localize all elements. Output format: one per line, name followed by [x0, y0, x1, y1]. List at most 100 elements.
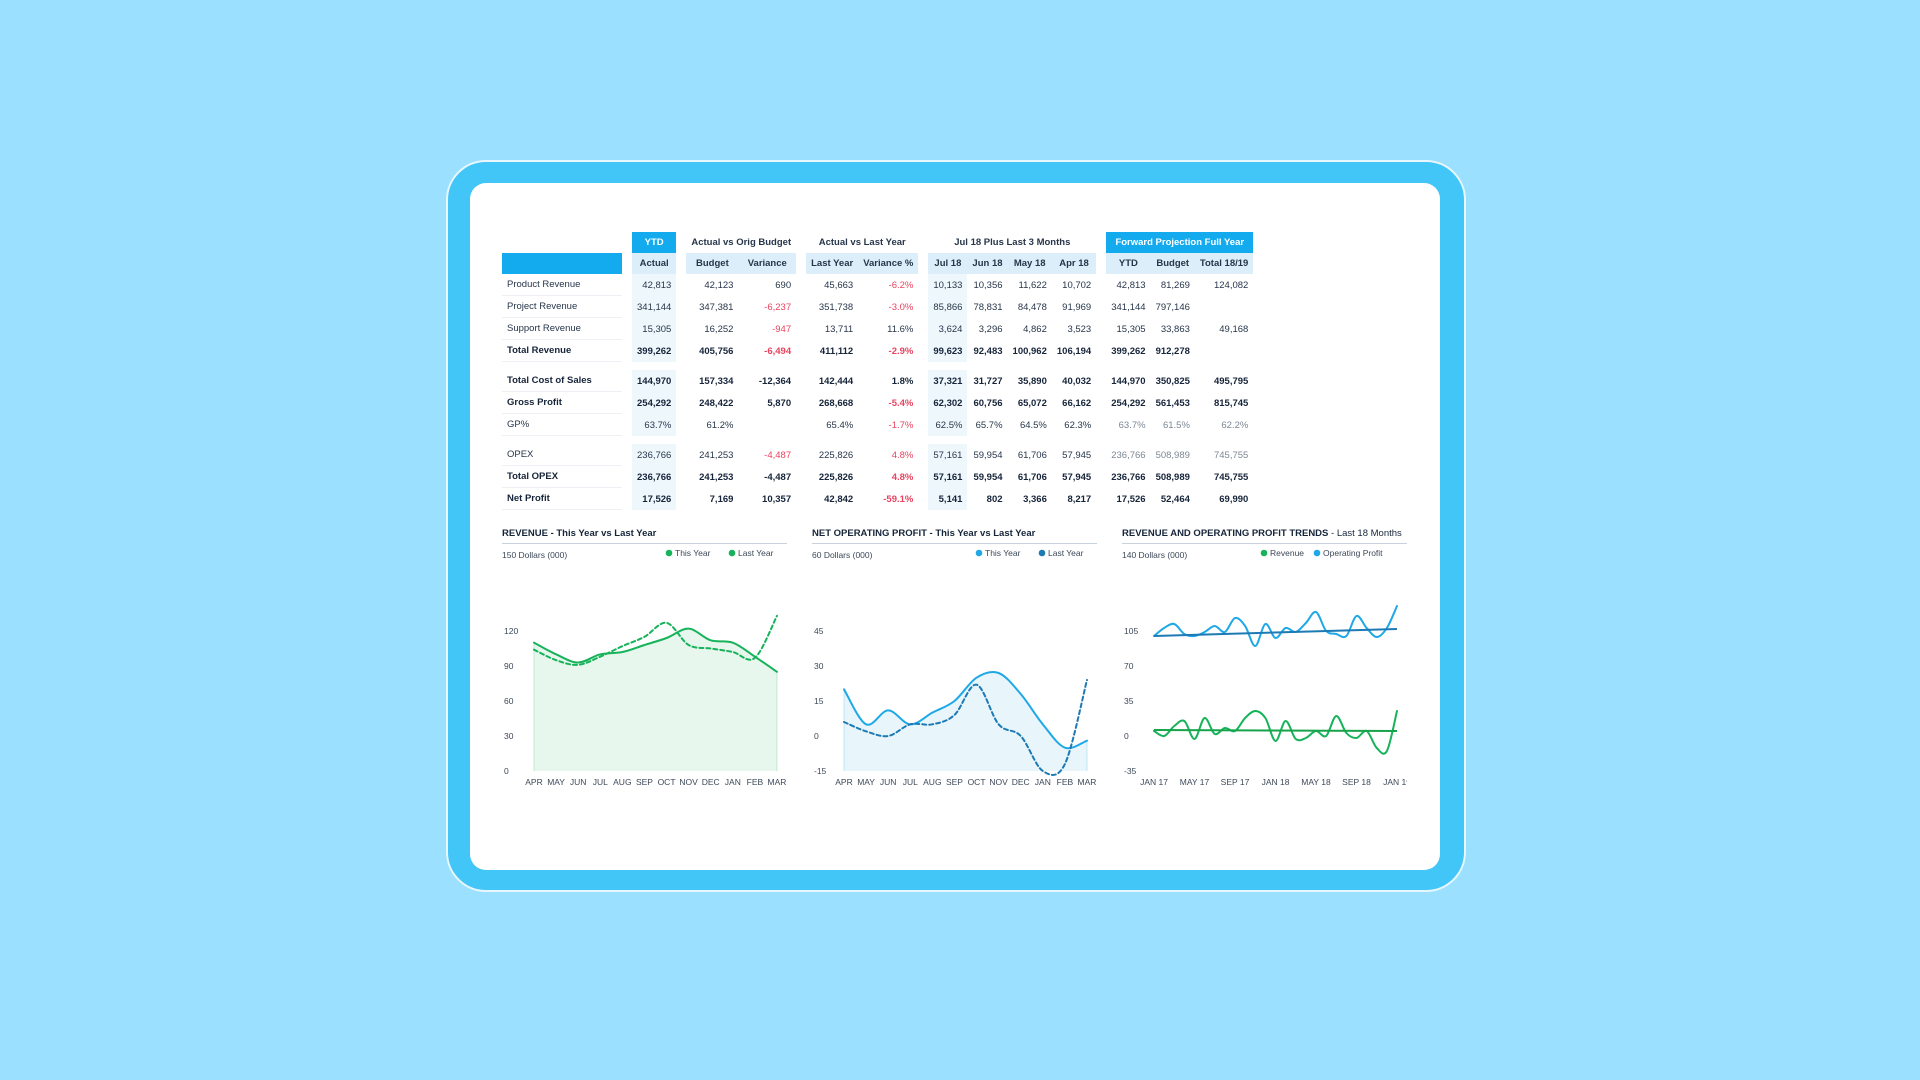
table-cell: 4.8%: [891, 449, 914, 461]
table-cell: 10,357: [762, 493, 792, 505]
table-cell: -4,487: [764, 449, 792, 461]
table-row: OPEX 236,766 241,253 -4,487 225,826 4.8% 57,16…: [502, 444, 1253, 466]
table-cell: 341,144: [632, 296, 677, 318]
table-cell: 60,756: [973, 397, 1003, 409]
legend-marker-operating-profit: [1313, 549, 1321, 557]
row-label: Gross Profit: [502, 392, 622, 414]
table-cell: 15,305: [632, 318, 677, 340]
table-cell: 63.7%: [1118, 419, 1146, 431]
x-tick-label: FEB: [1057, 777, 1074, 787]
table-cell: 61,706: [1017, 449, 1047, 461]
table-cell: 52,464: [1160, 493, 1190, 505]
table-cell: 85,866: [928, 296, 968, 318]
table-row: Gross Profit 254,292 248,422 5,870 268,668 -5…: [502, 392, 1253, 414]
series-line-this-year: [843, 670, 1088, 750]
table-row: Total Revenue 399,262 405,756 -6,494 411,112…: [502, 340, 1253, 362]
y-tick-label: 120: [504, 626, 518, 636]
table-cell: 91,969: [1062, 301, 1092, 313]
table-cell: 142,444: [818, 375, 854, 387]
table-cell: 57,945: [1062, 471, 1092, 483]
table-cell: 399,262: [632, 340, 677, 362]
trends-chart-svg: 140 Dollars (000) Operating Profit Revenue…: [1122, 548, 1407, 787]
table-cell: 11.6%: [887, 323, 914, 335]
table-cell: 10,356: [973, 279, 1003, 291]
legend-label-last-year: Last Year: [1048, 548, 1084, 558]
x-tick-label: FEB: [747, 777, 764, 787]
table-cell: -12,364: [758, 375, 792, 387]
row-label: OPEX: [502, 444, 622, 466]
table-cell: 236,766: [1111, 449, 1146, 461]
row-label: Total Cost of Sales: [502, 370, 622, 392]
table-cell: 5,870: [767, 397, 792, 409]
table-cell: 63.7%: [632, 414, 677, 436]
x-tick-label: NOV: [989, 777, 1008, 787]
table-cell: [1195, 340, 1253, 362]
y-tick-label: -35: [1124, 766, 1137, 776]
table-cell: -2.9%: [888, 345, 914, 357]
table-cell: 236,766: [1111, 471, 1146, 483]
col-header-variance-pct: Variance %: [858, 253, 919, 274]
x-tick-label: DEC: [702, 777, 720, 787]
y-tick-label: 45: [814, 626, 824, 636]
table-cell: 42,123: [704, 279, 734, 291]
spacer-row: [502, 362, 1253, 370]
financial-report-table: YTD Actual vs Orig Budget Actual vs Last…: [502, 232, 1254, 510]
table-cell: 10,133: [928, 274, 968, 296]
table-cell: 13,711: [824, 323, 854, 335]
legend-label-operating-profit: Operating Profit: [1323, 548, 1383, 558]
table-cell: 347,381: [699, 301, 734, 313]
group-header-months: Jul 18 Plus Last 3 Months: [954, 237, 1071, 248]
table-cell: -4,487: [764, 471, 792, 483]
table-cell: -6.2%: [888, 279, 914, 291]
table-cell: 64.5%: [1019, 419, 1047, 431]
y-tick-label: 0: [814, 731, 819, 741]
col-header-actual: Actual: [632, 253, 677, 274]
group-header-ytd: YTD: [632, 232, 677, 253]
table-cell: 65,072: [1017, 397, 1047, 409]
group-header-budget: Actual vs Orig Budget: [691, 237, 792, 248]
row-label: Total OPEX: [502, 466, 622, 488]
x-tick-label: SEP: [946, 777, 963, 787]
col-header-fwd-budget: Budget: [1150, 253, 1195, 274]
table-cell: 254,292: [632, 392, 677, 414]
col-header-fwd-ytd: YTD: [1106, 253, 1151, 274]
table-cell: 411,112: [819, 345, 854, 357]
table-cell: 66,162: [1062, 397, 1092, 409]
table-cell: 508,989: [1155, 449, 1190, 461]
col-header-last-year: Last Year: [806, 253, 859, 274]
table-cell: 62.3%: [1064, 419, 1092, 431]
y-unit-label: 140 Dollars (000): [1122, 550, 1187, 560]
series-line-this-year: [533, 627, 778, 673]
table-cell: 61.5%: [1162, 419, 1190, 431]
table-cell: 57,161: [928, 444, 968, 466]
table-cell: 5,141: [928, 488, 968, 510]
x-tick-label: JUL: [593, 777, 608, 787]
table-cell: 57,161: [928, 466, 968, 488]
legend-marker-revenue: [1260, 549, 1268, 557]
table-cell: 61,706: [1017, 471, 1047, 483]
revenue-chart: REVENUE - This Year vs Last Year 150 Dol…: [502, 528, 787, 828]
col-header-may18: May 18: [1007, 253, 1052, 274]
table-cell: 17,526: [1116, 493, 1146, 505]
table-cell: 236,766: [632, 444, 677, 466]
table-row: GP% 63.7% 61.2% 65.4% -1.7% 62.5% 65.7% 64.5% 62…: [502, 414, 1253, 436]
x-tick-label: OCT: [968, 777, 986, 787]
table-cell: 65.7%: [975, 419, 1003, 431]
table-cell: 351,738: [818, 301, 854, 313]
x-tick-label: MAY: [547, 777, 565, 787]
table-cell: 42,842: [824, 493, 854, 505]
table-cell: 17,526: [632, 488, 677, 510]
table-cell: 62.2%: [1221, 419, 1249, 431]
net-operating-profit-chart-svg: 60 Dollars (000) Last Year This Year -15 0 15…: [812, 548, 1096, 787]
net-operating-profit-chart-title: NET OPERATING PROFIT - This Year vs Last…: [812, 528, 1097, 544]
series-area-this-year: [534, 628, 777, 771]
y-tick-label: 90: [504, 661, 514, 671]
label-header-bar: [502, 253, 622, 274]
table-cell: 4,862: [1023, 323, 1047, 335]
x-tick-label: MAY 18: [1301, 777, 1331, 787]
row-label: Support Revenue: [502, 318, 622, 340]
spacer-row: [502, 436, 1253, 444]
table-cell: 33,863: [1160, 323, 1190, 335]
col-header-budget: Budget: [686, 253, 739, 274]
x-tick-label: MAR: [768, 777, 787, 787]
